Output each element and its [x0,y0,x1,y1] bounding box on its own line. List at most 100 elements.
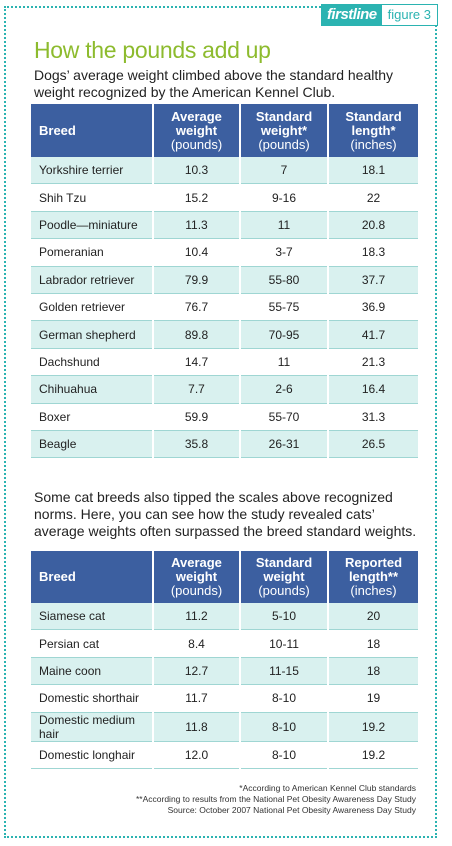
col-header-breed: Breed [31,551,154,603]
cell-standard-weight: 8-10 [240,712,329,742]
col-header-standard-length: Standard length* (inches) [328,104,418,157]
cell-average-weight: 10.3 [153,157,241,185]
figure-number: figure 3 [387,7,431,22]
cell-breed: Dachshund [31,348,154,377]
cat-weight-table: Breed Average weight (pounds) Standard w… [31,551,418,769]
cell-average-weight: 11.8 [153,712,241,742]
cell-average-weight: 8.4 [153,629,241,658]
col-header-standard-weight: Standard weight* (pounds) [240,104,329,157]
cell-standard-weight: 8-10 [240,741,329,769]
brand-logo: firstline [321,5,382,25]
cell-standard-weight: 11 [240,211,329,240]
table-row: Pomeranian 10.4 3-7 18.3 [31,238,418,267]
table-row: Domestic medium hair 11.8 8-10 19.2 [31,712,418,742]
table-row: Dachshund 14.7 11 21.3 [31,348,418,377]
cell-standard-weight: 10-11 [240,629,329,658]
cell-breed: Boxer [31,403,154,431]
cat-intro-text: Some cat breeds also tipped the scales a… [34,489,417,539]
cell-standard-weight: 9-16 [240,183,329,212]
cell-average-weight: 11.2 [153,603,241,631]
cell-average-weight: 76.7 [153,293,241,322]
cell-standard-weight: 8-10 [240,684,329,713]
col-header-reported-length: Reported length** (inches) [328,551,418,603]
cell-standard-weight: 5-10 [240,603,329,631]
cell-length: 18.3 [328,238,418,267]
table-row: German shepherd 89.8 70-95 41.7 [31,320,418,349]
cell-breed: Domestic longhair [31,741,154,769]
table-row: Yorkshire terrier 10.3 7 18.1 [31,157,418,185]
cell-length: 37.7 [328,266,418,294]
cell-length: 19.2 [328,741,418,769]
cell-average-weight: 11.7 [153,684,241,713]
cell-standard-weight: 2-6 [240,375,329,404]
cell-standard-weight: 55-70 [240,403,329,431]
cell-breed: Labrador retriever [31,266,154,294]
table-row: Maine coon 12.7 11-15 18 [31,657,418,686]
col-header-average-weight: Average weight (pounds) [153,104,241,157]
footnote-akc: *According to American Kennel Club stand… [239,783,416,793]
table-row: Shih Tzu 15.2 9-16 22 [31,183,418,212]
table-row: Boxer 59.9 55-70 31.3 [31,403,418,431]
cell-average-weight: 14.7 [153,348,241,377]
cell-average-weight: 59.9 [153,403,241,431]
dog-weight-table: Breed Average weight (pounds) Standard w… [31,104,418,459]
cell-breed: Poodle—miniature [31,211,154,240]
cell-standard-weight: 26-31 [240,430,329,459]
cell-length: 18 [328,629,418,658]
footnote-source: Source: October 2007 National Pet Obesit… [167,805,416,815]
cell-length: 16.4 [328,375,418,404]
cell-standard-weight: 11-15 [240,657,329,686]
footnote-study: **According to results from the National… [135,794,416,804]
table-row: Beagle 35.8 26-31 26.5 [31,430,418,459]
col-header-average-weight: Average weight (pounds) [153,551,241,603]
cell-breed: Maine coon [31,657,154,686]
cell-breed: Chihuahua [31,375,154,404]
cell-length: 20.8 [328,211,418,240]
cell-standard-weight: 3-7 [240,238,329,267]
cell-breed: German shepherd [31,320,154,349]
cell-length: 19 [328,684,418,713]
cell-length: 18 [328,657,418,686]
cell-breed: Beagle [31,430,154,459]
table-header-row: Breed Average weight (pounds) Standard w… [31,551,418,603]
col-header-standard-weight: Standard weight (pounds) [240,551,329,603]
cell-breed: Shih Tzu [31,183,154,212]
cell-average-weight: 79.9 [153,266,241,294]
cell-length: 36.9 [328,293,418,322]
cell-average-weight: 35.8 [153,430,241,459]
cell-average-weight: 11.3 [153,211,241,240]
cell-length: 22 [328,183,418,212]
table-row: Poodle—miniature 11.3 11 20.8 [31,211,418,240]
table-row: Chihuahua 7.7 2-6 16.4 [31,375,418,404]
cell-breed: Persian cat [31,629,154,658]
cell-average-weight: 7.7 [153,375,241,404]
table-row: Golden retriever 76.7 55-75 36.9 [31,293,418,322]
cell-length: 41.7 [328,320,418,349]
cell-breed: Yorkshire terrier [31,157,154,185]
cell-average-weight: 89.8 [153,320,241,349]
cell-length: 31.3 [328,403,418,431]
cell-length: 19.2 [328,712,418,742]
dog-intro-text: Dogs’ average weight climbed above the s… [34,67,394,100]
cell-standard-weight: 55-80 [240,266,329,294]
cell-breed: Domestic shorthair [31,684,154,713]
cell-length: 26.5 [328,430,418,459]
table-row: Domestic shorthair 11.7 8-10 19 [31,684,418,713]
cell-average-weight: 10.4 [153,238,241,267]
cell-breed: Siamese cat [31,603,154,631]
cell-standard-weight: 7 [240,157,329,185]
col-header-breed: Breed [31,104,154,157]
cell-standard-weight: 70-95 [240,320,329,349]
cell-average-weight: 12.0 [153,741,241,769]
cell-breed: Pomeranian [31,238,154,267]
footnotes: *According to American Kennel Club stand… [136,783,416,816]
table-header-row: Breed Average weight (pounds) Standard w… [31,104,418,157]
table-row: Labrador retriever 79.9 55-80 37.7 [31,266,418,294]
cell-standard-weight: 55-75 [240,293,329,322]
figure-frame [4,6,437,838]
table-row: Siamese cat 11.2 5-10 20 [31,603,418,631]
cell-length: 18.1 [328,157,418,185]
cell-breed: Golden retriever [31,293,154,322]
cell-length: 20 [328,603,418,631]
cell-average-weight: 12.7 [153,657,241,686]
